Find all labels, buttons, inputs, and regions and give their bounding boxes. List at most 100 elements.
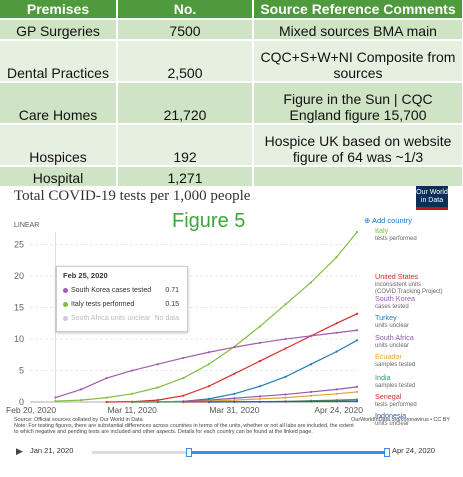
data-point	[355, 329, 359, 332]
data-point	[182, 400, 185, 404]
premises-cell: Care Homes	[0, 81, 118, 124]
data-point	[309, 390, 313, 394]
data-point	[207, 385, 210, 388]
data-point	[335, 392, 338, 395]
number-cell: 2,500	[117, 39, 254, 82]
data-point	[79, 399, 83, 402]
tooltip-value: No data	[154, 315, 179, 322]
data-point	[233, 392, 236, 395]
legend-label: Ecuador	[375, 352, 402, 361]
legend-label: United States	[375, 272, 419, 281]
number-cell: 1,271	[117, 165, 254, 186]
comment-cell: Mixed sources BMA main	[253, 18, 463, 40]
number-cell: 21,720	[117, 81, 254, 124]
data-point	[355, 339, 359, 342]
comment-cell: Figure in the Sun | CQC England figure 1…	[253, 81, 463, 124]
y-tick-label: 10	[14, 334, 24, 344]
data-point	[309, 363, 313, 366]
data-point	[207, 400, 210, 404]
premises-cell: Hospital	[0, 165, 118, 186]
scale-toggle[interactable]: LINEAR	[14, 222, 40, 229]
source-line: Source: Official sources collated by Our…	[14, 417, 143, 423]
header-number: No.	[117, 0, 254, 19]
figure-label: Figure 5	[172, 210, 246, 232]
add-country-label: Add country	[371, 216, 412, 225]
header-premises: Premises	[0, 0, 118, 19]
y-tick-label: 0	[19, 397, 24, 407]
legend-label: Turkey	[375, 313, 397, 322]
header-comments: Source Reference Comments	[253, 0, 463, 19]
series-line	[157, 339, 358, 403]
legend-note: inconsistent units	[375, 282, 421, 288]
legend-note: units unclear	[375, 343, 409, 349]
owid-logo[interactable]: Our World in Data	[416, 186, 448, 210]
data-point	[258, 400, 262, 403]
comment-cell: Hospice UK based on website figure of 64…	[253, 123, 463, 166]
number-cell: 7500	[117, 18, 254, 40]
source-note: Source: Official sources collated by Our…	[14, 417, 454, 436]
covid-tests-chart: Total COVID-19 tests per 1,000 people Fi…	[0, 180, 463, 477]
add-country-button[interactable]: ⊕ Add country	[364, 216, 412, 225]
data-point	[54, 396, 57, 399]
legend-label: South Africa	[375, 333, 414, 342]
series-dot-icon	[63, 301, 68, 307]
x-tick-label: Mar 31, 2020	[209, 405, 259, 415]
data-point	[233, 399, 236, 402]
data-point	[335, 256, 338, 259]
comment-cell: CQC+S+W+NI Composite from sources	[253, 39, 463, 82]
legend-label: South Korea	[375, 294, 415, 303]
plot-area[interactable]: 0 5 10 15 20 25 Feb 20, 2020 Mar 11, 2020 Mar 31…	[0, 180, 463, 477]
x-tick-label: Mar 11, 2020	[107, 405, 157, 415]
x-tick-label: Apr 24, 2020	[314, 405, 363, 415]
tooltip-row: South Korea cases tested 0.71	[63, 287, 183, 297]
table-row: Hospital 1,271	[0, 165, 463, 186]
timeline-start-handle[interactable]	[186, 448, 193, 457]
tooltip-row: South Africa units unclear No data	[63, 315, 183, 325]
data-point	[355, 230, 359, 234]
legend-note: units unclear	[375, 421, 409, 427]
data-point	[105, 376, 108, 380]
y-tick-label: 15	[14, 303, 24, 313]
tooltip-value: 0.15	[165, 301, 179, 308]
series-dot-icon	[63, 315, 68, 321]
timeline-track[interactable]	[92, 448, 390, 457]
premises-cell: Dental Practices	[0, 39, 118, 82]
data-point	[131, 400, 134, 404]
data-point	[156, 363, 159, 366]
data-point	[233, 372, 236, 375]
play-icon[interactable]: ▶	[16, 446, 23, 456]
legend-note: samples tested	[375, 362, 415, 368]
data-point	[258, 385, 262, 388]
data-point	[355, 385, 359, 388]
timeline-slider[interactable]: ▶ Jan 21, 2020 Apr 24, 2020	[14, 444, 454, 460]
y-tick-label: 20	[14, 271, 24, 281]
data-point	[258, 359, 262, 363]
data-point	[156, 386, 159, 389]
note-line: Note: For testing figures, there are sub…	[14, 423, 354, 430]
data-point	[105, 400, 108, 404]
data-point	[156, 399, 159, 402]
data-point	[284, 375, 287, 378]
owid-link[interactable]: OurWorldInData.org/coronavirus • CC BY	[351, 417, 450, 423]
y-tick-label: 25	[14, 240, 24, 250]
table-row: Hospices 192 Hospice UK based on website…	[0, 123, 463, 166]
timeline-end-label: Apr 24, 2020	[392, 446, 435, 455]
comment-cell	[253, 165, 463, 186]
premises-table: Premises No. Source Reference Comments G…	[0, 0, 463, 186]
data-point	[355, 390, 359, 394]
table-row: Care Homes 21,720 Figure in the Sun | CQ…	[0, 81, 463, 124]
data-point	[284, 396, 287, 399]
timeline-start-label: Jan 21, 2020	[30, 446, 74, 455]
data-point	[54, 399, 57, 403]
series-dot-icon	[63, 287, 68, 293]
premises-cell: GP Surgeries	[0, 18, 118, 40]
table-row: Dental Practices 2,500 CQC+S+W+NI Compos…	[0, 39, 463, 82]
timeline-selection	[189, 451, 387, 454]
data-point	[207, 363, 210, 366]
hover-tooltip: Feb 25, 2020 South Korea cases tested 0.…	[56, 266, 188, 332]
legend-note: units unclear	[375, 323, 409, 329]
timeline-end-handle[interactable]	[384, 448, 390, 457]
data-point	[309, 400, 313, 403]
tooltip-date: Feb 25, 2020	[63, 271, 108, 280]
legend-label: Italy	[375, 226, 389, 235]
